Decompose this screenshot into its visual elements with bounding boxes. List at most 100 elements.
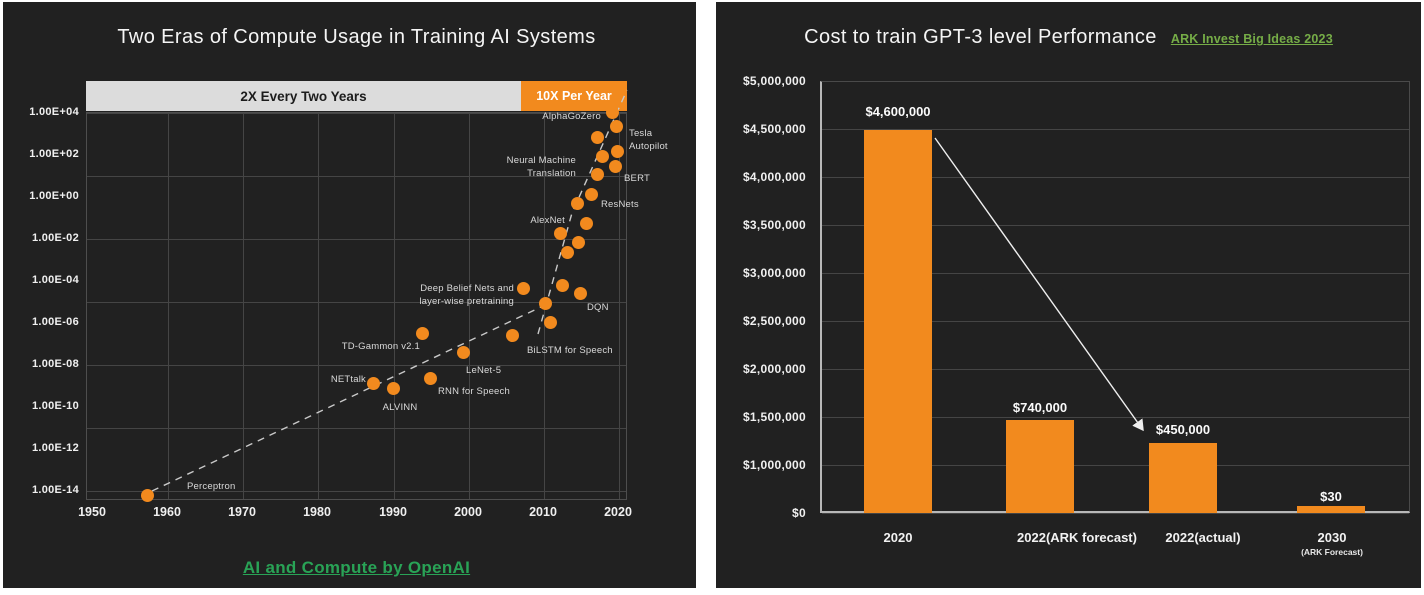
- scatter-point: [560, 245, 574, 259]
- openai-link[interactable]: AI and Compute by OpenAI: [242, 558, 471, 577]
- scatter-point: [595, 149, 609, 163]
- scatter-point-bert: [608, 159, 622, 173]
- point-label: DQN: [587, 302, 609, 313]
- grid-line-horizontal: [822, 129, 1409, 130]
- y-tick-label: $1,000,000: [742, 458, 806, 472]
- bar-1: [864, 130, 932, 513]
- scatter-point-alvinn: [386, 381, 400, 395]
- y-tick-label: 1.00E+04: [29, 106, 79, 118]
- scatter-point-alphagozero: [605, 105, 619, 119]
- point-label: AlexNet: [530, 215, 565, 226]
- bar-value-label: $450,000: [1155, 422, 1211, 437]
- bar-value-label: $4,600,000: [865, 104, 931, 119]
- scatter-point: [555, 278, 569, 292]
- scatter-point-rnn-for-speech: [423, 371, 437, 385]
- scatter-point-deep-belief-nets-and-layer-wise-pretraining: [516, 281, 530, 295]
- y-tick-label: 1.00E-12: [31, 442, 79, 454]
- y-tick-label: $3,000,000: [742, 266, 806, 280]
- x-tick-label: 2010: [529, 505, 557, 519]
- bar-value-label: $30: [1320, 489, 1342, 504]
- point-label: TD-Gammon v2.1: [341, 341, 420, 352]
- y-tick-label: $3,500,000: [742, 218, 806, 232]
- x-tick-label: 1970: [228, 505, 256, 519]
- point-label: NETtalk: [330, 374, 366, 385]
- grid-line-vertical: [394, 113, 395, 499]
- point-label: ALVINN: [382, 402, 418, 413]
- right-chart-panel: Cost to train GPT-3 level Performance ARK…: [716, 2, 1421, 588]
- scatter-point-alexnet: [553, 226, 567, 240]
- era-banner: 2X Every Two Years 10X Per Year: [86, 81, 627, 111]
- scatter-point: [590, 130, 604, 144]
- y-tick-label: $4,500,000: [742, 122, 806, 136]
- x-tick-label: 1980: [303, 505, 331, 519]
- left-chart-panel: Two Eras of Compute Usage in Training AI…: [3, 2, 696, 588]
- ark-invest-link[interactable]: ARK Invest Big Ideas 2023: [1170, 32, 1333, 46]
- x-tick-label: 1960: [153, 505, 181, 519]
- x-category-label: 2030: [1317, 530, 1347, 545]
- y-tick-label: 1.00E-04: [31, 274, 79, 286]
- y-tick-label: $0: [792, 506, 806, 520]
- grid-line-horizontal: [822, 513, 1409, 514]
- point-label: AlphaGoZero: [542, 111, 601, 122]
- point-label: RNN for Speech: [438, 386, 510, 397]
- scatter-point-dqn: [573, 286, 587, 300]
- grid-line-vertical: [168, 113, 169, 499]
- scatter-point: [609, 119, 623, 133]
- y-tick-label: 1.00E-06: [31, 316, 79, 328]
- point-label: LeNet-5: [466, 365, 502, 376]
- grid-line-vertical: [318, 113, 319, 499]
- scatter-point: [543, 315, 557, 329]
- x-tick-label: 2000: [454, 505, 482, 519]
- right-chart-title-text: Cost to train GPT-3 level Performance: [804, 26, 1157, 48]
- bar-value-label: $740,000: [1012, 400, 1068, 415]
- y-tick-label: 1.00E-10: [31, 400, 79, 412]
- point-label: BiLSTM for Speech: [527, 345, 613, 356]
- era-2x-banner-segment: 2X Every Two Years: [86, 81, 521, 111]
- x-tick-label: 1950: [78, 505, 106, 519]
- x-category-label: 2022(ARK forecast): [1017, 530, 1137, 545]
- point-label: BERT: [624, 173, 650, 184]
- x-category-sublabel: (ARK Forecast): [1301, 547, 1363, 557]
- grid-line-horizontal: [87, 302, 626, 303]
- scatter-point-bilstm-for-speech: [505, 328, 519, 342]
- scatter-point-perceptron: [140, 488, 154, 502]
- scatter-point: [571, 235, 585, 249]
- y-tick-label: $4,000,000: [742, 170, 806, 184]
- y-tick-label: $2,500,000: [742, 314, 806, 328]
- point-label: Deep Belief Nets and layer-wise pretraini…: [419, 283, 514, 307]
- footer-link-wrap: AI and Compute by OpenAI: [86, 558, 627, 578]
- left-chart-title: Two Eras of Compute Usage in Training AI…: [117, 26, 596, 48]
- y-tick-label: $1,500,000: [742, 410, 806, 424]
- grid-line-horizontal: [87, 239, 626, 240]
- y-tick-label: $5,000,000: [742, 74, 806, 88]
- x-tick-label: 1990: [379, 505, 407, 519]
- grid-line-horizontal: [87, 176, 626, 177]
- scatter-point: [579, 216, 593, 230]
- grid-line-horizontal: [87, 113, 626, 114]
- y-tick-label: 1.00E+02: [29, 148, 79, 160]
- scatter-point-resnets: [584, 187, 598, 201]
- y-tick-label: 1.00E-02: [31, 232, 79, 244]
- y-tick-label: 1.00E+00: [29, 190, 79, 202]
- scatter-point-tesla-autopilot: [610, 144, 624, 158]
- y-tick-label: $2,000,000: [742, 362, 806, 376]
- scatter-point: [570, 196, 584, 210]
- bar-4: [1297, 506, 1365, 513]
- scatter-point-nettalk: [366, 376, 380, 390]
- bar-2: [1006, 420, 1074, 513]
- right-chart-title: Cost to train GPT-3 level Performance ARK…: [716, 26, 1421, 49]
- point-label: Tesla Autopilot: [629, 128, 668, 152]
- bar-3: [1149, 443, 1217, 513]
- scatter-point-lenet-5: [456, 345, 470, 359]
- scatter-point-td-gammon-v2-1: [415, 326, 429, 340]
- x-category-label: 2022(actual): [1165, 530, 1241, 545]
- scatter-point-neural-machine-translation: [590, 167, 604, 181]
- y-tick-label: 1.00E-08: [31, 358, 79, 370]
- grid-line-horizontal: [822, 465, 1409, 466]
- point-label: ResNets: [601, 199, 639, 210]
- point-label: Neural Machine Translation: [506, 155, 576, 179]
- grid-line-vertical: [243, 113, 244, 499]
- point-label: Perceptron: [187, 481, 236, 492]
- x-tick-label: 2020: [604, 505, 632, 519]
